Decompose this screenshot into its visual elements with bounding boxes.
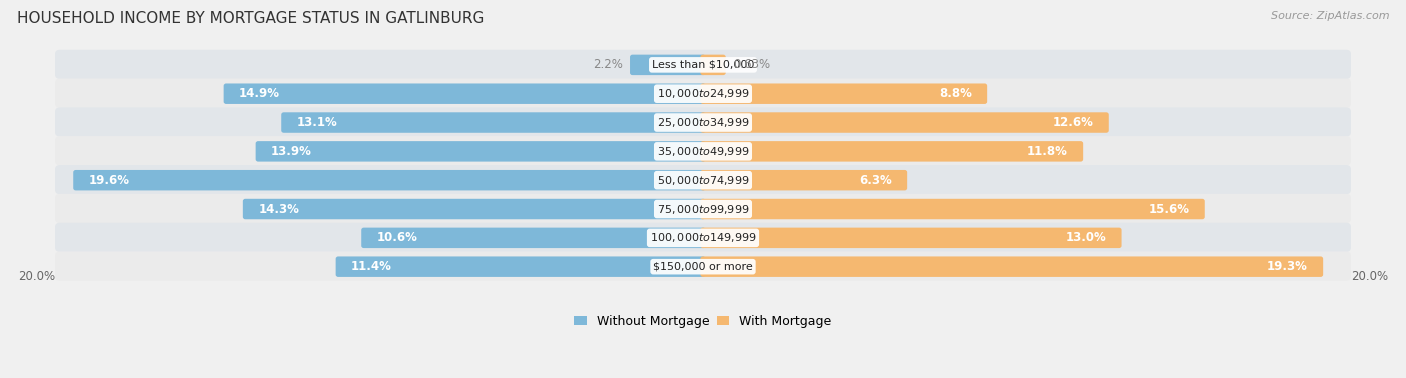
Text: HOUSEHOLD INCOME BY MORTGAGE STATUS IN GATLINBURG: HOUSEHOLD INCOME BY MORTGAGE STATUS IN G… [17,11,484,26]
Text: 0.63%: 0.63% [733,58,770,71]
FancyBboxPatch shape [55,136,1351,165]
Text: 8.8%: 8.8% [939,87,972,100]
Text: 2.2%: 2.2% [593,58,623,71]
Text: 14.9%: 14.9% [239,87,280,100]
Text: 20.0%: 20.0% [1351,270,1388,282]
Text: 11.8%: 11.8% [1026,145,1067,158]
FancyBboxPatch shape [256,141,706,162]
Text: $50,000 to $74,999: $50,000 to $74,999 [657,174,749,187]
Text: 13.1%: 13.1% [297,116,337,129]
Text: 12.6%: 12.6% [1053,116,1094,129]
FancyBboxPatch shape [361,228,706,248]
Text: 10.6%: 10.6% [377,231,418,244]
Text: 13.9%: 13.9% [271,145,312,158]
Text: 13.0%: 13.0% [1066,231,1107,244]
Legend: Without Mortgage, With Mortgage: Without Mortgage, With Mortgage [574,314,832,328]
FancyBboxPatch shape [336,256,706,277]
FancyBboxPatch shape [700,55,725,75]
FancyBboxPatch shape [224,84,706,104]
FancyBboxPatch shape [243,199,706,219]
FancyBboxPatch shape [55,50,1351,79]
Text: $75,000 to $99,999: $75,000 to $99,999 [657,203,749,215]
Text: Less than $10,000: Less than $10,000 [652,60,754,70]
Text: 14.3%: 14.3% [259,203,299,215]
FancyBboxPatch shape [55,165,1351,194]
Text: $10,000 to $24,999: $10,000 to $24,999 [657,87,749,100]
Text: $100,000 to $149,999: $100,000 to $149,999 [650,231,756,244]
FancyBboxPatch shape [55,79,1351,108]
FancyBboxPatch shape [73,170,706,191]
Text: $25,000 to $34,999: $25,000 to $34,999 [657,116,749,129]
Text: $35,000 to $49,999: $35,000 to $49,999 [657,145,749,158]
Text: 20.0%: 20.0% [18,270,55,282]
FancyBboxPatch shape [55,251,1351,280]
Text: 11.4%: 11.4% [352,260,392,273]
FancyBboxPatch shape [55,223,1351,252]
Text: 15.6%: 15.6% [1149,203,1189,215]
FancyBboxPatch shape [630,55,706,75]
Text: 6.3%: 6.3% [859,174,891,187]
Text: 19.6%: 19.6% [89,174,129,187]
FancyBboxPatch shape [700,84,987,104]
FancyBboxPatch shape [700,256,1323,277]
FancyBboxPatch shape [281,112,706,133]
FancyBboxPatch shape [700,112,1109,133]
FancyBboxPatch shape [700,141,1083,162]
Text: 19.3%: 19.3% [1267,260,1308,273]
FancyBboxPatch shape [700,199,1205,219]
FancyBboxPatch shape [55,107,1351,136]
Text: $150,000 or more: $150,000 or more [654,262,752,272]
FancyBboxPatch shape [700,228,1122,248]
FancyBboxPatch shape [55,194,1351,223]
Text: Source: ZipAtlas.com: Source: ZipAtlas.com [1271,11,1389,21]
FancyBboxPatch shape [700,170,907,191]
